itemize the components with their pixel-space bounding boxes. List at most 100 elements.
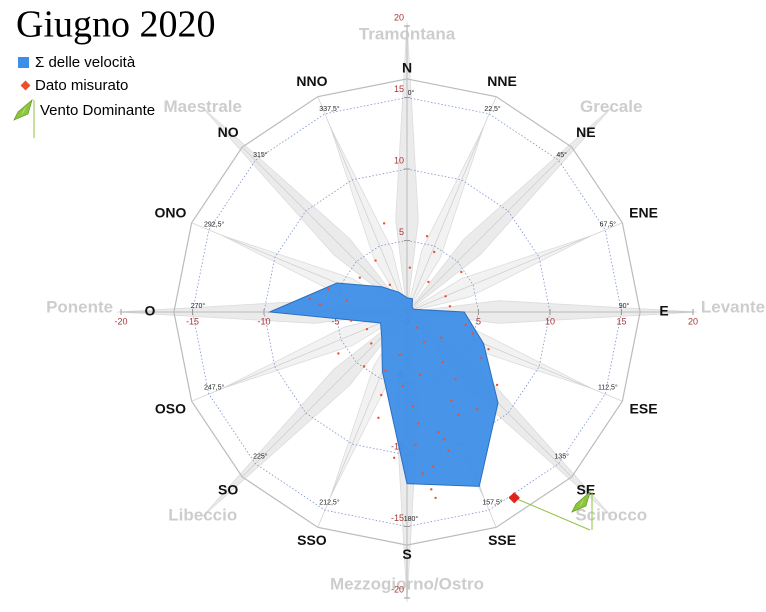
measured-point xyxy=(444,295,447,298)
x-tick-label: 5 xyxy=(476,316,481,326)
measured-point xyxy=(422,340,426,344)
measured-point xyxy=(431,465,434,468)
direction-label: ONO xyxy=(155,205,187,221)
y-tick-label: -10 xyxy=(391,441,404,451)
x-tick-label: 10 xyxy=(545,316,555,326)
angle-label: 135° xyxy=(554,453,569,461)
measured-point xyxy=(408,266,412,269)
measured-point xyxy=(380,393,383,397)
direction-label: ENE xyxy=(629,205,658,221)
measured-point xyxy=(362,365,366,368)
velocity-area xyxy=(267,282,499,487)
measured-point xyxy=(327,287,330,291)
x-tick-label: -5 xyxy=(331,316,339,326)
measured-point xyxy=(495,383,499,387)
measured-point xyxy=(377,416,380,420)
measured-point xyxy=(460,270,463,274)
direction-label: N xyxy=(402,60,412,76)
legend-swatch xyxy=(18,57,29,68)
y-tick-label: -15 xyxy=(391,513,404,523)
wind-name: Maestrale xyxy=(164,97,242,116)
x-tick-label: 20 xyxy=(688,316,698,326)
direction-label: S xyxy=(402,546,411,562)
x-tick-label: -10 xyxy=(257,316,270,326)
spoke xyxy=(406,222,623,313)
spoke xyxy=(191,311,408,402)
chart-title: Giugno 2020 xyxy=(16,4,216,46)
angle-label: 225° xyxy=(253,453,268,461)
spoke xyxy=(241,146,408,313)
measured-point xyxy=(430,488,433,491)
angle-label: 212,5° xyxy=(319,499,340,507)
measured-point xyxy=(374,259,377,262)
direction-label: O xyxy=(144,303,155,319)
measured-point xyxy=(480,356,483,359)
legend-windsock-sock xyxy=(13,98,33,121)
measured-point xyxy=(457,413,460,417)
measured-point xyxy=(487,347,490,351)
angle-label: 112,5° xyxy=(598,383,618,391)
measured-point xyxy=(437,430,440,434)
measured-point xyxy=(475,408,479,411)
x-tick-label: 15 xyxy=(616,316,626,326)
direction-label: SSO xyxy=(297,532,327,548)
direction-label: NO xyxy=(218,124,239,140)
measured-point xyxy=(358,276,362,279)
measured-point xyxy=(432,250,436,254)
measured-point xyxy=(442,438,446,441)
spoke xyxy=(406,146,573,313)
measured-point xyxy=(384,369,387,372)
angle-label: 22,5° xyxy=(484,105,501,113)
angle-label: 270° xyxy=(191,302,206,310)
direction-label: SSE xyxy=(488,532,516,548)
wind-name: Levante xyxy=(701,297,765,316)
measured-point xyxy=(345,299,349,302)
measured-point xyxy=(382,222,386,225)
measured-point xyxy=(388,283,392,287)
wind-name: Mezzogiorno/Ostro xyxy=(330,574,484,593)
measured-point xyxy=(448,305,452,308)
measured-point xyxy=(417,422,420,425)
direction-label: E xyxy=(659,303,668,319)
wind-name: Libeccio xyxy=(168,506,237,525)
measured-point xyxy=(365,327,369,331)
x-tick-label: -15 xyxy=(186,316,199,326)
direction-label: NE xyxy=(576,124,595,140)
measured-point xyxy=(471,332,474,335)
angle-label: 45° xyxy=(556,151,567,159)
windsock-band xyxy=(579,498,584,508)
measured-point xyxy=(370,342,373,345)
legend-windsock-band xyxy=(21,106,26,116)
angle-label: 67,5° xyxy=(600,220,617,228)
wind-name: Grecale xyxy=(580,97,642,116)
direction-label: NNE xyxy=(487,73,517,89)
direction-label: NNO xyxy=(296,73,327,89)
dominant-marker xyxy=(508,492,520,504)
measured-point xyxy=(414,443,417,447)
measured-point xyxy=(447,449,450,452)
wind-name: Tramontana xyxy=(359,25,456,44)
measured-point xyxy=(411,405,414,408)
measured-point xyxy=(318,303,321,307)
y-tick-label: 15 xyxy=(394,84,404,94)
measured-point xyxy=(440,336,443,339)
grid-ring xyxy=(335,240,479,384)
measured-point xyxy=(398,353,402,357)
legend-label: Σ delle velocità xyxy=(35,54,136,71)
angle-label: 337,5° xyxy=(319,105,340,113)
measured-point xyxy=(425,235,429,238)
angle-label: 0° xyxy=(408,89,415,97)
legend-label: Vento Dominante xyxy=(40,102,155,119)
y-tick-label: 5 xyxy=(399,227,404,237)
measured-point xyxy=(350,319,353,322)
measured-point xyxy=(401,385,404,388)
angle-label: 292,5° xyxy=(204,220,225,228)
measured-point xyxy=(454,378,457,381)
angle-label: 90° xyxy=(619,302,630,310)
y-tick-label: -20 xyxy=(391,584,404,594)
spoke xyxy=(241,311,408,478)
y-tick-label: 10 xyxy=(394,155,404,165)
measured-point xyxy=(415,326,419,329)
measured-point xyxy=(441,360,444,364)
